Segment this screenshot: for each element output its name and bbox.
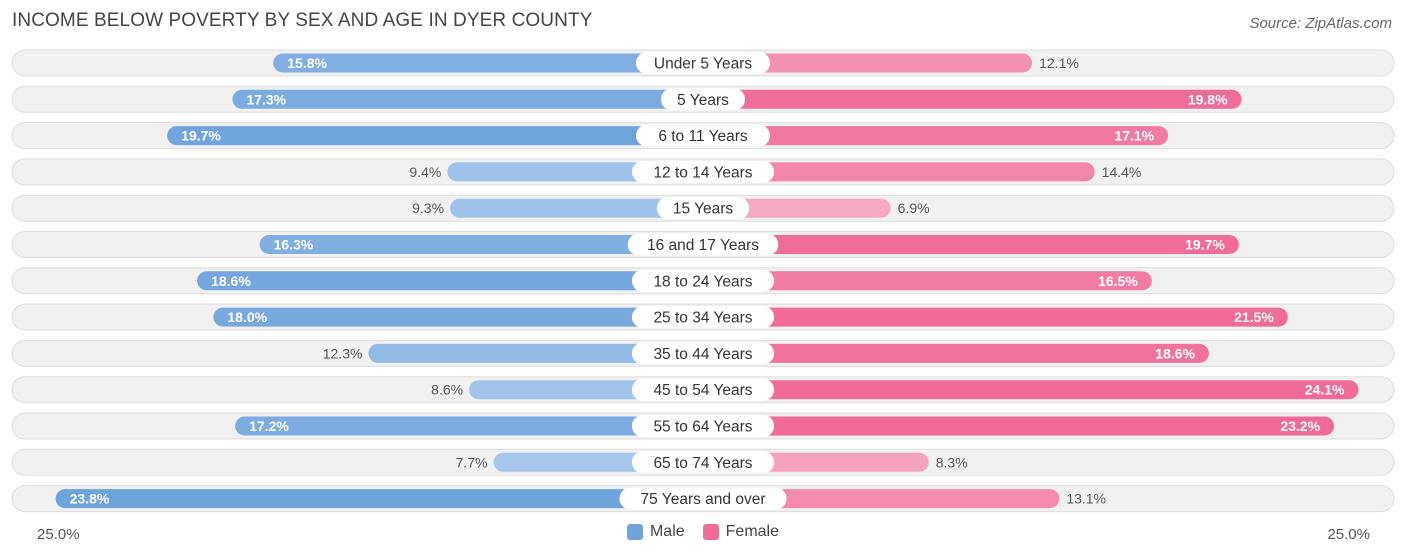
legend-label-female: Female — [725, 523, 780, 540]
category-label-16-and-17-years: 16 and 17 Years — [647, 237, 759, 254]
value-label-female-18-to-24-years: 16.5% — [1098, 273, 1138, 289]
value-label-male-12-to-14-years: 9.4% — [409, 164, 441, 180]
category-pill-65-to-74-years — [631, 451, 775, 474]
legend-item-female: Female — [702, 523, 780, 541]
value-label-female-15-years: 6.9% — [898, 200, 930, 216]
bar-female-under-5-years — [703, 53, 1033, 73]
value-label-female-5-years: 19.8% — [1188, 91, 1228, 107]
legend-label-male: Male — [649, 523, 685, 540]
axis-label-left: 25.0% — [37, 526, 80, 543]
bar-male-75-years-and-over — [55, 489, 703, 509]
bar-male-35-to-44-years — [368, 343, 703, 363]
bar-female-75-years-and-over — [703, 489, 1060, 509]
category-pill-45-to-54-years — [631, 378, 775, 401]
category-pill-15-years — [656, 197, 750, 220]
category-pill-55-to-64-years — [631, 415, 775, 437]
category-label-25-to-34-years: 25 to 34 Years — [653, 310, 752, 327]
bar-female-15-years — [703, 198, 891, 218]
value-label-male-15-years: 9.3% — [412, 200, 444, 216]
value-label-male-16-and-17-years: 16.3% — [274, 237, 314, 253]
value-label-male-45-to-54-years: 8.6% — [431, 382, 463, 398]
value-label-female-16-and-17-years: 19.7% — [1185, 237, 1225, 253]
value-label-male-65-to-74-years: 7.7% — [456, 454, 488, 470]
axis-label-right: 25.0% — [1327, 526, 1370, 543]
bar-female-55-to-64-years — [703, 416, 1335, 436]
category-label-6-to-11-years: 6 to 11 Years — [658, 128, 748, 145]
bar-male-under-5-years — [273, 53, 703, 73]
value-label-female-55-to-64-years: 23.2% — [1280, 418, 1320, 434]
category-pill-75-years-and-over — [619, 487, 787, 510]
value-label-female-under-5-years: 12.1% — [1039, 55, 1079, 71]
poverty-chart: 15.8% 12.1% Under 5 Years 17.3% 19.8% 5 Years… — [11, 49, 1395, 513]
category-pill-under-5-years — [636, 52, 770, 74]
category-pill-12-to-14-years — [631, 160, 775, 183]
value-label-male-5-years: 17.3% — [246, 91, 286, 107]
value-label-male-75-years-and-over: 23.8% — [70, 491, 110, 507]
value-label-female-45-to-54-years: 24.1% — [1305, 382, 1345, 398]
bar-female-16-and-17-years — [703, 235, 1239, 254]
category-label-under-5-years: Under 5 Years — [654, 56, 752, 73]
value-label-male-under-5-years: 15.8% — [287, 55, 327, 71]
value-label-female-25-to-34-years: 21.5% — [1234, 309, 1274, 325]
category-pill-35-to-44-years — [631, 342, 775, 365]
category-label-75-years-and-over: 75 Years and over — [641, 491, 766, 508]
category-pill-5-years — [660, 88, 746, 111]
value-label-female-75-years-and-over: 13.1% — [1066, 491, 1106, 507]
value-label-female-12-to-14-years: 14.4% — [1102, 164, 1142, 180]
bar-female-12-to-14-years — [703, 162, 1095, 182]
value-label-female-6-to-11-years: 17.1% — [1114, 128, 1154, 144]
category-pill-16-and-17-years — [627, 233, 779, 256]
legend: Male Female — [0, 523, 1406, 541]
bar-male-16-and-17-years — [259, 235, 703, 254]
bar-male-25-to-34-years — [213, 307, 703, 327]
bar-female-5-years — [703, 89, 1242, 109]
bar-female-45-to-54-years — [703, 380, 1359, 400]
category-pill-6-to-11-years — [636, 124, 770, 147]
legend-swatch-female — [702, 524, 719, 540]
bar-male-6-to-11-years — [167, 126, 703, 146]
value-label-female-35-to-44-years: 18.6% — [1155, 345, 1195, 361]
category-label-65-to-74-years: 65 to 74 Years — [653, 455, 752, 472]
value-label-male-6-to-11-years: 19.7% — [181, 128, 221, 144]
bar-male-55-to-64-years — [235, 416, 703, 436]
bar-female-35-to-44-years — [703, 343, 1209, 363]
category-label-12-to-14-years: 12 to 14 Years — [653, 164, 752, 181]
category-label-35-to-44-years: 35 to 44 Years — [653, 346, 752, 363]
bar-male-15-years — [450, 198, 703, 218]
category-label-45-to-54-years: 45 to 54 Years — [653, 382, 752, 399]
category-label-55-to-64-years: 55 to 64 Years — [653, 419, 752, 436]
category-pill-18-to-24-years — [631, 269, 775, 292]
category-label-5-years: 5 Years — [677, 92, 729, 109]
value-label-male-35-to-44-years: 12.3% — [323, 345, 363, 361]
bar-male-18-to-24-years — [197, 271, 703, 291]
category-label-18-to-24-years: 18 to 24 Years — [653, 273, 752, 290]
legend-item-male: Male — [626, 523, 685, 541]
bar-female-25-to-34-years — [703, 307, 1288, 327]
legend-swatch-male — [626, 524, 643, 540]
bar-female-18-to-24-years — [703, 271, 1152, 291]
category-pill-25-to-34-years — [631, 306, 775, 329]
bar-male-5-years — [232, 89, 703, 109]
value-label-male-18-to-24-years: 18.6% — [211, 273, 251, 289]
category-label-15-years: 15 Years — [673, 201, 734, 218]
chart-source: Source: ZipAtlas.com — [1249, 15, 1392, 32]
chart-title: INCOME BELOW POVERTY BY SEX AND AGE IN D… — [12, 10, 593, 31]
bar-female-6-to-11-years — [703, 126, 1169, 146]
value-label-male-25-to-34-years: 18.0% — [227, 309, 267, 325]
value-label-male-55-to-64-years: 17.2% — [249, 418, 289, 434]
value-label-female-65-to-74-years: 8.3% — [936, 454, 968, 470]
